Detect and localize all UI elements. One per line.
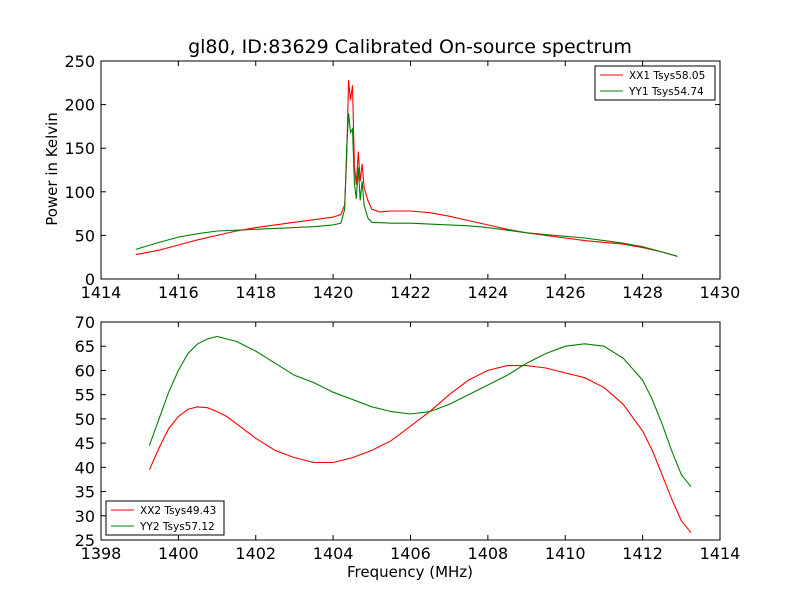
x-tick-label: 1430 [700, 283, 741, 302]
y-tick-label: 65 [75, 337, 95, 356]
series-line-1-0 [148, 365, 692, 534]
y-tick-label: 40 [75, 458, 95, 477]
chart-title: gl80, ID:83629 Calibrated On-source spec… [188, 36, 632, 58]
x-tick-label: 1412 [622, 544, 663, 563]
x-tick-label: 1406 [390, 544, 431, 563]
x-axis-label: Frequency (MHz) [347, 563, 473, 581]
legend-box-1 [105, 500, 225, 536]
x-tick-label: 1402 [235, 544, 276, 563]
legend-label: YY2 Tsys57.12 [139, 521, 215, 533]
y-tick-label: 55 [75, 386, 95, 405]
y-tick-label: 50 [75, 226, 95, 245]
series-line-0-1 [135, 113, 678, 257]
y-tick-label: 60 [75, 361, 95, 380]
legend-label: XX1 Tsys58.05 [629, 70, 705, 82]
legend-label: XX2 Tsys49.43 [140, 505, 216, 517]
y-tick-label: 0 [85, 270, 95, 289]
x-tick-label: 1424 [468, 283, 509, 302]
bottom-panel: 1398 1400 1402 1404 1406 1408 1410 1412 1414 25 30… [75, 313, 741, 563]
x-tick-label: 1422 [390, 283, 431, 302]
x-tick-label: 1398 [81, 544, 122, 563]
y-tick-label: 25 [75, 531, 95, 550]
legend-label: YY1 Tsys54.74 [628, 86, 704, 98]
legend-box-0 [594, 65, 716, 101]
x-tick-label: 1416 [158, 283, 199, 302]
x-tick-label: 1410 [545, 544, 586, 563]
y-tick-label: 35 [75, 483, 95, 502]
top-panel: 1414 1416 1418 1420 1422 1424 1426 1428 1430 0 50 1… [64, 52, 740, 302]
y-tick-label: 70 [75, 313, 95, 332]
x-tick-label: 1414 [81, 283, 122, 302]
x-tick-label: 1414 [700, 544, 741, 563]
y-tick-label: 30 [75, 507, 95, 526]
x-tick-label: 1400 [158, 544, 199, 563]
series-line-1-1 [148, 335, 692, 488]
x-tick-label: 1420 [313, 283, 354, 302]
y-tick-label: 200 [64, 96, 95, 115]
y-tick-label: 50 [75, 410, 95, 429]
series-line-0-0 [135, 80, 678, 257]
top-y-axis-label: Power in Kelvin [43, 112, 61, 226]
x-tick-label: 1418 [235, 283, 276, 302]
x-tick-label: 1428 [622, 283, 663, 302]
y-tick-label: 100 [64, 183, 95, 202]
x-tick-label: 1426 [545, 283, 586, 302]
x-tick-label: 1404 [313, 544, 354, 563]
y-tick-label: 250 [64, 52, 95, 71]
y-tick-label: 150 [64, 139, 95, 158]
y-tick-label: 45 [75, 434, 95, 453]
x-tick-label: 1408 [468, 544, 509, 563]
